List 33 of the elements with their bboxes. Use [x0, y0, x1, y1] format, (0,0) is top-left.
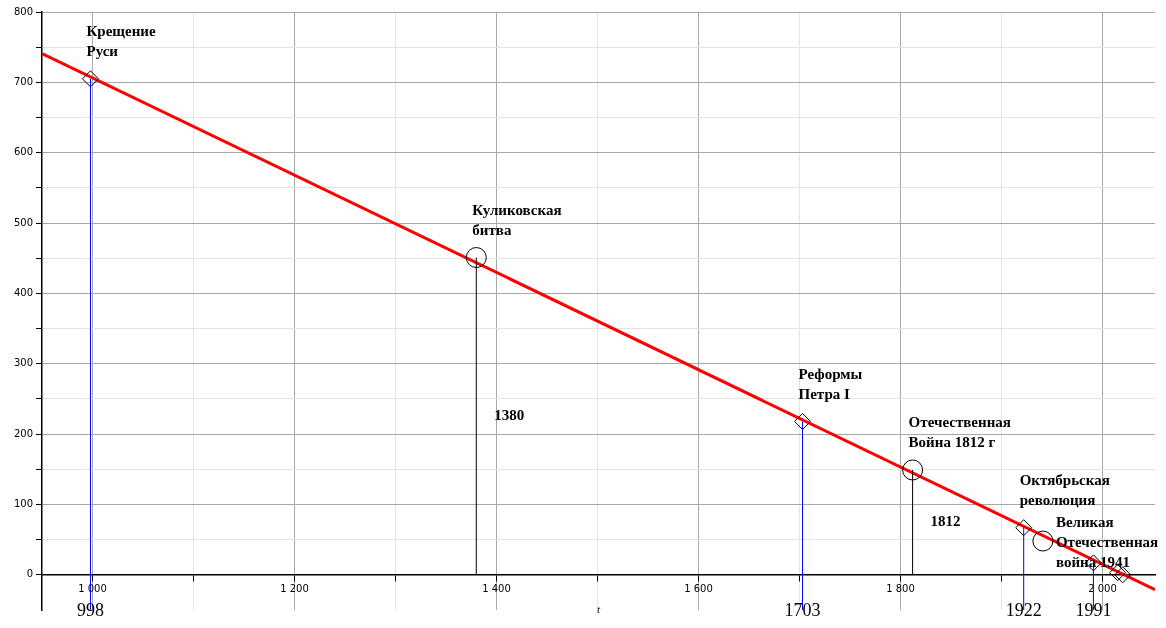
point — [1032, 530, 1054, 552]
y-tick-label: 700 — [13, 75, 33, 87]
y-tick-label: 800 — [13, 5, 33, 17]
x-tick-label: 2 000 — [1088, 583, 1117, 595]
annotation: Отечественная Война 1812 г — [908, 414, 1011, 451]
y-tick-label: 500 — [13, 216, 33, 228]
y-tick-label: 200 — [13, 427, 33, 439]
y-tick-label: 300 — [13, 357, 33, 369]
point — [1114, 566, 1132, 584]
x-tick-label: 1 200 — [280, 583, 309, 595]
annotation: Крещение Руси — [86, 23, 156, 60]
x-tick-label: 1 400 — [482, 583, 511, 595]
annotation: Октябрьская революция — [1019, 472, 1110, 509]
ref-line-label: 998 — [76, 599, 104, 620]
ref-line-label: 1922 — [1005, 599, 1042, 620]
point — [794, 412, 812, 430]
y-tick-label: 600 — [13, 146, 33, 158]
ref-line-label: 1812 — [930, 512, 961, 529]
point — [1015, 519, 1033, 537]
y-tick-label: 400 — [13, 287, 33, 299]
annotation: Реформы Петра I — [798, 365, 863, 402]
ref-line-label: 1703 — [784, 599, 821, 620]
x-tick-label: 1 600 — [684, 583, 713, 595]
point — [902, 459, 924, 481]
y-tick-label: 0 — [26, 568, 33, 580]
x-axis-title: t — [596, 603, 601, 616]
annotation: Куликовская битва — [472, 201, 562, 238]
y-tick-label: 100 — [13, 498, 33, 510]
point — [465, 247, 487, 269]
point — [81, 70, 99, 88]
ref-line-label: 1991 — [1075, 599, 1112, 620]
ref-line-label: 1380 — [494, 406, 525, 423]
x-tick-label: 1 800 — [886, 583, 915, 595]
